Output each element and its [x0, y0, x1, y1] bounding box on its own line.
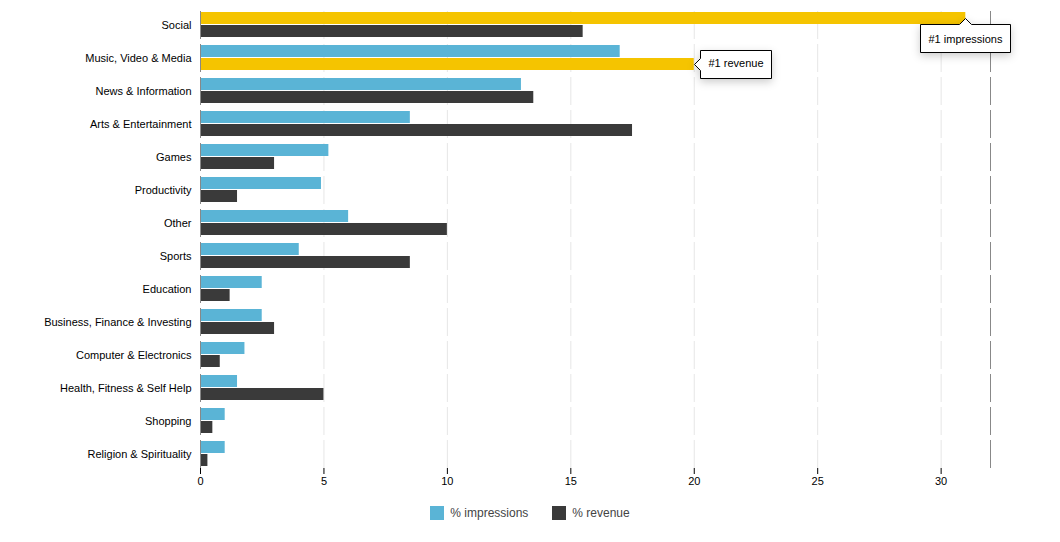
svg-text:20: 20: [688, 475, 700, 487]
svg-text:Games: Games: [156, 151, 192, 163]
svg-text:15: 15: [565, 475, 577, 487]
svg-text:Shopping: Shopping: [145, 415, 192, 427]
svg-text:Computer & Electronics: Computer & Electronics: [76, 349, 192, 361]
svg-text:​#1 impressions: ​#1 impressions: [929, 33, 1003, 45]
svg-text:Arts & Entertainment: Arts & Entertainment: [90, 118, 192, 130]
svg-text:​#1 revenue: ​#1 revenue: [709, 57, 764, 69]
svg-text:0: 0: [197, 475, 203, 487]
svg-text:Other: Other: [164, 217, 192, 229]
svg-text:Health, Fitness & Self Help: Health, Fitness & Self Help: [60, 382, 191, 394]
html-text:% revenue: % revenue: [572, 506, 630, 520]
svg-text:Sports: Sports: [160, 250, 192, 262]
svg-text:News & Information: News & Information: [96, 85, 192, 97]
svg-text:Religion & Spirituality: Religion & Spirituality: [88, 448, 192, 460]
svg-text:25: 25: [812, 475, 824, 487]
svg-text:Education: Education: [143, 283, 192, 295]
svg-text:10: 10: [441, 475, 453, 487]
svg-text:Business, Finance & Investing: Business, Finance & Investing: [44, 316, 191, 328]
svg-text:30: 30: [935, 475, 947, 487]
svg-text:Music, Video & Media: Music, Video & Media: [85, 52, 192, 64]
svg-text:Social: Social: [162, 19, 192, 31]
svg-text:5: 5: [321, 475, 327, 487]
html-text:% impressions: % impressions: [450, 506, 529, 520]
svg-text:Productivity: Productivity: [135, 184, 192, 196]
